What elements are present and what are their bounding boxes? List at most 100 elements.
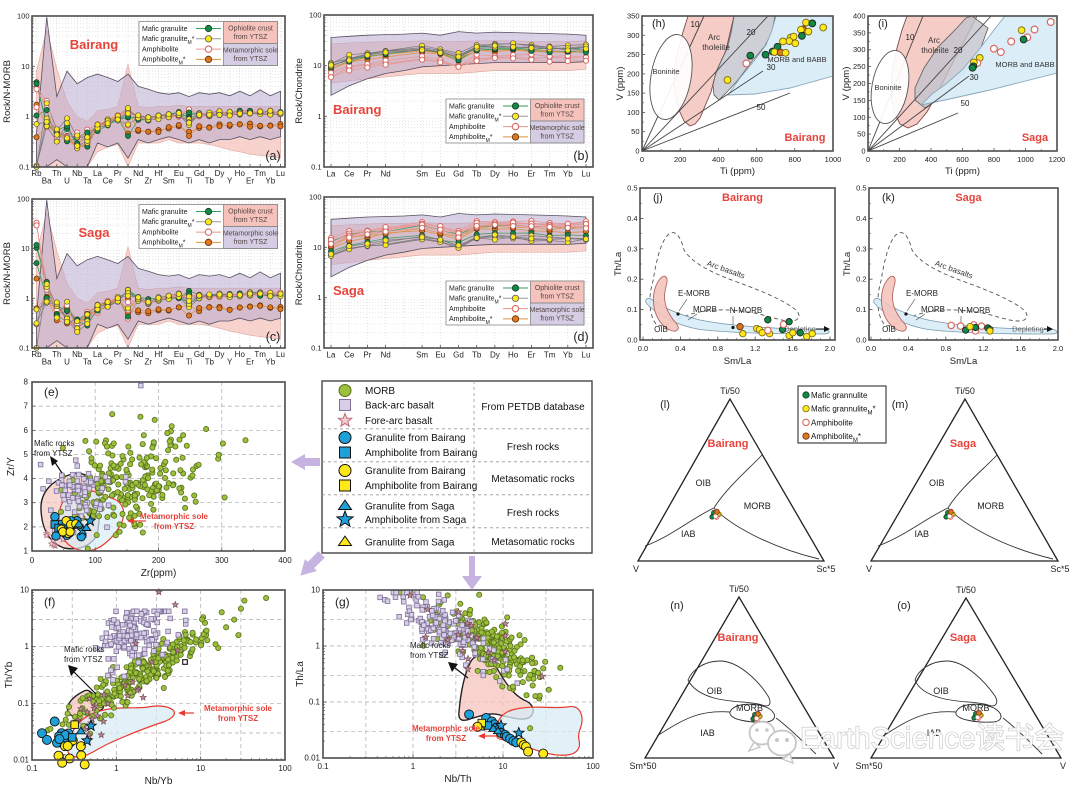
svg-text:Granulite from Bairang: Granulite from Bairang bbox=[365, 433, 466, 444]
svg-text:MORB: MORB bbox=[693, 305, 717, 314]
svg-text:0.0: 0.0 bbox=[627, 336, 637, 345]
svg-text:from YTSZ: from YTSZ bbox=[234, 239, 268, 246]
svg-text:Fresh rocks: Fresh rocks bbox=[507, 508, 559, 519]
svg-text:Sc*5: Sc*5 bbox=[1050, 564, 1069, 574]
svg-text:1: 1 bbox=[25, 642, 30, 651]
svg-text:0.0: 0.0 bbox=[866, 344, 876, 353]
svg-text:200: 200 bbox=[152, 556, 166, 565]
svg-text:Mafic granuliteM*: Mafic granuliteM* bbox=[449, 114, 502, 124]
svg-text:400: 400 bbox=[712, 155, 725, 164]
svg-text:(i): (i) bbox=[878, 18, 888, 30]
svg-text:Th: Th bbox=[52, 169, 61, 178]
svg-text:Hf: Hf bbox=[155, 350, 164, 359]
svg-text:Saga: Saga bbox=[78, 225, 110, 240]
svg-text:250: 250 bbox=[627, 50, 640, 59]
svg-text:350: 350 bbox=[853, 28, 866, 37]
svg-text:Granulite from Saga: Granulite from Saga bbox=[365, 502, 455, 513]
svg-text:0.4: 0.4 bbox=[675, 344, 685, 353]
svg-text:Rock/N-MORB: Rock/N-MORB bbox=[2, 242, 13, 305]
svg-text:400: 400 bbox=[925, 155, 938, 164]
svg-text:350: 350 bbox=[627, 12, 640, 21]
svg-text:From PETDB database: From PETDB database bbox=[481, 402, 585, 413]
svg-text:Amphibolite from Bairang: Amphibolite from Bairang bbox=[365, 481, 477, 492]
svg-text:1.6: 1.6 bbox=[787, 344, 797, 353]
svg-text:Eu: Eu bbox=[174, 169, 184, 178]
svg-text:10: 10 bbox=[906, 33, 915, 42]
svg-text:from YTSZ: from YTSZ bbox=[426, 734, 466, 743]
svg-text:1: 1 bbox=[114, 764, 119, 773]
svg-text:Depleting: Depleting bbox=[1012, 325, 1044, 334]
svg-text:Yb: Yb bbox=[265, 177, 275, 186]
svg-text:Th: Th bbox=[52, 350, 61, 359]
svg-text:20: 20 bbox=[747, 28, 756, 37]
svg-text:Granulite from Saga: Granulite from Saga bbox=[365, 538, 455, 549]
svg-text:10: 10 bbox=[313, 243, 321, 252]
svg-text:Ho: Ho bbox=[235, 350, 246, 359]
svg-text:Back-arc basalt: Back-arc basalt bbox=[365, 401, 434, 412]
svg-text:tholeiite: tholeiite bbox=[702, 43, 730, 52]
svg-text:Tm: Tm bbox=[254, 169, 266, 178]
svg-text:10: 10 bbox=[21, 62, 29, 71]
svg-text:Boninite: Boninite bbox=[874, 83, 901, 92]
svg-text:Zr(ppm): Zr(ppm) bbox=[141, 568, 177, 579]
svg-text:Ce: Ce bbox=[344, 351, 355, 360]
svg-text:Zr/Y: Zr/Y bbox=[6, 457, 17, 476]
svg-text:Lu: Lu bbox=[582, 170, 591, 179]
svg-text:10: 10 bbox=[311, 586, 320, 595]
svg-text:N-MORB: N-MORB bbox=[958, 306, 990, 315]
svg-text:1.6: 1.6 bbox=[1015, 344, 1025, 353]
svg-text:Bairang: Bairang bbox=[722, 192, 763, 204]
svg-text:Yb: Yb bbox=[563, 351, 573, 360]
svg-text:Tb: Tb bbox=[205, 177, 215, 186]
svg-text:0.1: 0.1 bbox=[26, 764, 38, 773]
svg-text:Sr: Sr bbox=[124, 358, 132, 367]
svg-text:Pr: Pr bbox=[114, 350, 122, 359]
svg-text:Mafic granuliteM*: Mafic granuliteM* bbox=[142, 36, 195, 46]
svg-text:0.1: 0.1 bbox=[627, 305, 637, 314]
svg-text:Rock/Chondrite: Rock/Chondrite bbox=[294, 240, 305, 305]
svg-text:Nd: Nd bbox=[133, 169, 143, 178]
svg-text:from YTSZ: from YTSZ bbox=[540, 112, 574, 119]
svg-text:0.4: 0.4 bbox=[627, 214, 637, 223]
svg-text:Ce: Ce bbox=[103, 358, 114, 367]
svg-text:0.4: 0.4 bbox=[903, 344, 913, 353]
svg-text:Tb: Tb bbox=[205, 358, 215, 367]
svg-text:Pr: Pr bbox=[363, 170, 371, 179]
svg-text:10: 10 bbox=[313, 61, 321, 70]
svg-text:Granulite from Bairang: Granulite from Bairang bbox=[365, 466, 466, 477]
svg-text:400: 400 bbox=[853, 12, 866, 21]
svg-text:Er: Er bbox=[246, 358, 254, 367]
svg-text:250: 250 bbox=[853, 62, 866, 71]
svg-text:Mafic granulite: Mafic granulite bbox=[142, 209, 188, 216]
svg-text:Arc: Arc bbox=[708, 33, 720, 42]
svg-text:Ti (ppm): Ti (ppm) bbox=[945, 166, 980, 177]
svg-text:Nb: Nb bbox=[72, 350, 83, 359]
svg-text:Er: Er bbox=[527, 170, 535, 179]
svg-text:Rb: Rb bbox=[31, 169, 42, 178]
svg-text:800: 800 bbox=[988, 155, 1001, 164]
svg-text:2.0: 2.0 bbox=[1053, 344, 1063, 353]
svg-text:Bairang: Bairang bbox=[333, 102, 381, 117]
svg-text:from YTSZ: from YTSZ bbox=[154, 522, 194, 531]
svg-text:from YTSZ: from YTSZ bbox=[234, 34, 268, 41]
svg-text:10: 10 bbox=[20, 586, 29, 595]
svg-text:MORB: MORB bbox=[736, 703, 763, 713]
svg-text:AmphiboliteM*: AmphiboliteM* bbox=[449, 134, 493, 144]
svg-text:30: 30 bbox=[767, 63, 776, 72]
svg-text:Pr: Pr bbox=[363, 351, 371, 360]
svg-text:Eu: Eu bbox=[174, 350, 184, 359]
svg-text:Ta: Ta bbox=[83, 358, 92, 367]
svg-text:La: La bbox=[93, 169, 102, 178]
svg-text:0.1: 0.1 bbox=[311, 344, 321, 353]
svg-text:from YTSZ: from YTSZ bbox=[540, 134, 574, 141]
svg-text:5: 5 bbox=[24, 450, 29, 459]
svg-text:Tb: Tb bbox=[472, 351, 482, 360]
svg-text:IAB: IAB bbox=[927, 728, 942, 738]
svg-text:Rock/Chondrite: Rock/Chondrite bbox=[294, 58, 305, 123]
svg-text:0.5: 0.5 bbox=[627, 184, 637, 193]
svg-text:Nd: Nd bbox=[133, 350, 143, 359]
svg-text:Saga: Saga bbox=[333, 283, 365, 298]
svg-text:0.8: 0.8 bbox=[713, 344, 723, 353]
svg-text:Mafic rocks: Mafic rocks bbox=[34, 439, 74, 448]
svg-text:Sm*50: Sm*50 bbox=[629, 761, 656, 771]
